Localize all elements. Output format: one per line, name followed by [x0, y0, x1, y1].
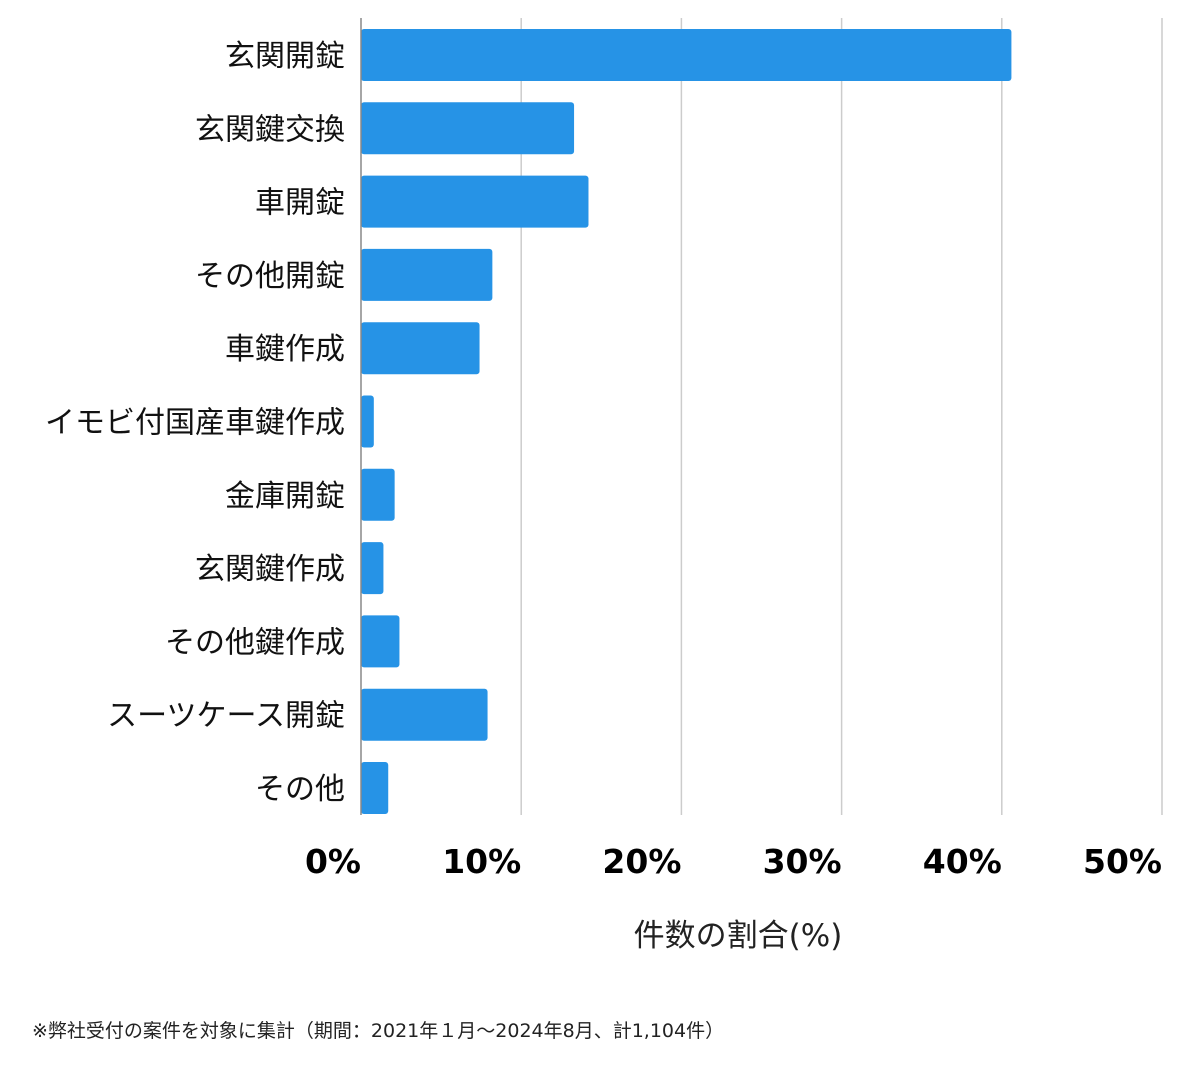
bar-1 [361, 102, 575, 155]
bar-chart: 玄関開錠玄関鍵交換車開錠その他開錠車鍵作成イモビ付国産車鍵作成金庫開錠玄関鍵作成… [45, 18, 1163, 954]
category-label-0: 玄関開錠 [225, 39, 345, 74]
category-label-6: 金庫開錠 [225, 479, 345, 514]
category-label-7: 玄関鍵作成 [195, 552, 345, 587]
x-tick-label-30: 30% [763, 842, 842, 881]
bar-4 [361, 322, 480, 375]
category-label-3: その他開錠 [195, 259, 345, 294]
category-label-5: イモビ付国産車鍵作成 [45, 406, 345, 441]
bar-5 [361, 395, 374, 448]
bars [361, 29, 1012, 814]
x-tick-labels: 0% 10% 20% 30% 40% 50% [305, 842, 1162, 881]
category-label-9: スーツケース開錠 [107, 699, 345, 734]
bar-3 [361, 248, 493, 301]
x-tick-label-20: 20% [602, 842, 681, 881]
bar-6 [361, 468, 395, 521]
category-label-8: その他鍵作成 [165, 625, 345, 660]
x-tick-label-40: 40% [923, 842, 1002, 881]
category-label-4: 車鍵作成 [225, 332, 345, 367]
x-tick-label-50: 50% [1083, 842, 1162, 881]
bar-7 [361, 542, 384, 595]
bar-10 [361, 762, 389, 814]
x-axis-title: 件数の割合(%) [634, 918, 843, 954]
x-tick-label-10: 10% [442, 842, 521, 881]
bar-9 [361, 688, 488, 741]
footnote: ※弊社受付の案件を対象に集計（期間：2021年１月〜2024年8月、計1,104… [32, 1020, 725, 1042]
bar-8 [361, 615, 400, 668]
category-labels: 玄関開錠玄関鍵交換車開錠その他開錠車鍵作成イモビ付国産車鍵作成金庫開錠玄関鍵作成… [45, 39, 345, 807]
bar-2 [361, 175, 589, 228]
x-tick-label-0: 0% [305, 842, 361, 881]
grid-lines [520, 18, 1163, 815]
category-label-10: その他 [255, 772, 345, 807]
category-label-1: 玄関鍵交換 [195, 112, 345, 147]
bar-0 [361, 29, 1012, 81]
category-label-2: 車開錠 [255, 186, 345, 221]
